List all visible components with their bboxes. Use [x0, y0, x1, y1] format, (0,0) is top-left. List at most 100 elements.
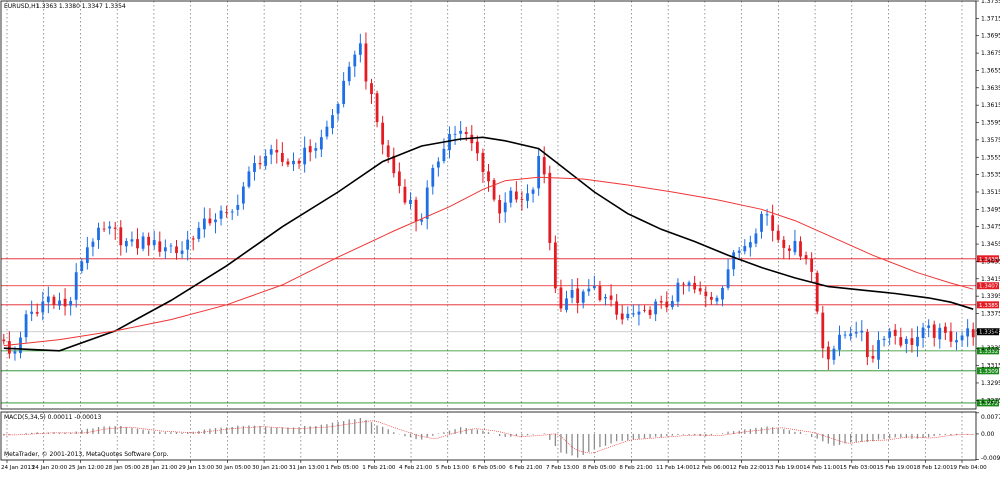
candle-body: [754, 233, 758, 244]
candle-body: [342, 80, 346, 104]
candle-body: [631, 313, 635, 315]
candle-body: [648, 309, 652, 316]
x-tick-label: 30 Jan 05:00: [215, 465, 251, 471]
candle-body: [319, 137, 323, 150]
level-tag: [977, 282, 999, 290]
candle-body: [241, 186, 245, 204]
candle-body: [670, 301, 674, 308]
candle-body: [787, 248, 791, 251]
candle-body: [397, 171, 401, 186]
macd-title: MACD(5,34,5) 0.00011 -0.00013: [4, 414, 102, 421]
candle-body: [130, 239, 134, 242]
moving-average-slow: [3, 176, 974, 347]
y-tick-label: 1.3275: [981, 397, 1000, 404]
candle-body: [553, 242, 557, 289]
x-tick-label: 7 Feb 13:00: [546, 465, 580, 471]
candle-body: [169, 245, 173, 247]
candle-body: [336, 104, 340, 114]
candle-body: [459, 130, 463, 134]
candle-body: [475, 141, 479, 154]
candle-body: [793, 240, 797, 253]
candle-body: [893, 329, 897, 336]
symbol-title: EURUSD,H1: [4, 3, 40, 10]
candle-body: [955, 340, 958, 343]
candle-body: [303, 147, 307, 165]
candle-body: [932, 324, 936, 338]
x-tick-label: 12 Feb 06:00: [693, 465, 730, 471]
candle-body: [41, 301, 45, 313]
x-tick-label: 25 Jan 12:00: [68, 465, 104, 471]
candle-body: [431, 167, 435, 187]
candle-body: [570, 289, 574, 298]
y-tick-label: 1.3295: [981, 380, 1000, 387]
candle-body: [810, 258, 814, 272]
x-tick-label: 18 Feb 12:00: [913, 465, 950, 471]
candle-body: [91, 241, 95, 247]
macd-histogram: [3, 417, 974, 458]
moving-average-fast: [3, 136, 974, 352]
candle-body: [370, 83, 373, 95]
x-tick-label: 1 Feb 21:00: [362, 465, 396, 471]
candle-body: [748, 242, 752, 248]
candle-body: [102, 228, 106, 230]
x-tick-label: 19 Feb 04:00: [950, 465, 987, 471]
candle-body: [420, 219, 424, 222]
x-tick-label: 8 Feb 21:00: [619, 465, 653, 471]
candle-body: [815, 272, 819, 312]
candle-body: [208, 218, 212, 224]
x-tick-label: 14 Feb 11:00: [803, 465, 840, 471]
candle-body: [760, 213, 763, 232]
level-tag-label: 1.3385: [979, 303, 999, 309]
candle-body: [693, 282, 697, 290]
candle-body: [85, 247, 89, 264]
y-tick-label: 1.3555: [981, 154, 1000, 161]
candle-body: [202, 218, 206, 230]
candle-body: [436, 161, 440, 168]
y-tick-label: 1.3535: [981, 172, 1000, 179]
x-tick-label: 15 Feb 03:00: [840, 465, 877, 471]
candle-body: [849, 333, 853, 337]
macd-y-tick-label: -0.00936: [981, 455, 1000, 462]
candle-body: [331, 115, 334, 129]
candle-body: [219, 210, 223, 219]
candle-body: [230, 211, 234, 213]
candle-body: [414, 199, 418, 222]
candle-body: [916, 336, 919, 347]
y-tick-label: 1.3495: [981, 206, 1000, 213]
level-tag: [977, 328, 999, 336]
candle-body: [470, 134, 474, 144]
candle-body: [358, 43, 362, 55]
candle-body: [19, 337, 22, 354]
y-tick-label: 1.3475: [981, 224, 1000, 231]
candle-body: [147, 236, 151, 246]
candle-body: [559, 287, 563, 309]
macd-y-tick-label: 0.0077: [981, 414, 1000, 421]
level-tag-label: 1.3332: [979, 349, 998, 355]
candle-body: [403, 186, 407, 203]
candle-body: [292, 160, 295, 165]
candle-body: [804, 255, 808, 259]
candle-body: [537, 156, 541, 189]
candle-body: [943, 326, 947, 333]
candle-body: [386, 145, 390, 157]
y-tick-label: 1.3395: [981, 293, 1000, 300]
level-tag-label: 1.3354: [979, 330, 999, 336]
candle-body: [35, 312, 39, 314]
candle-body: [119, 227, 123, 246]
candle-body: [904, 338, 908, 344]
candle-body: [682, 283, 685, 285]
candle-body: [743, 245, 747, 252]
candle-body: [821, 312, 825, 349]
candle-body: [609, 295, 613, 300]
candle-body: [737, 250, 741, 253]
macd-signal-line: [3, 420, 974, 454]
candle-body: [676, 282, 680, 302]
candle-body: [186, 239, 190, 250]
level-tag-label: 1.3309: [979, 369, 999, 375]
x-tick-label: 28 Jan 05:00: [105, 465, 141, 471]
candle-body: [799, 241, 802, 257]
candle-body: [74, 272, 78, 300]
candle-body: [860, 330, 864, 333]
candle-body: [214, 219, 217, 223]
